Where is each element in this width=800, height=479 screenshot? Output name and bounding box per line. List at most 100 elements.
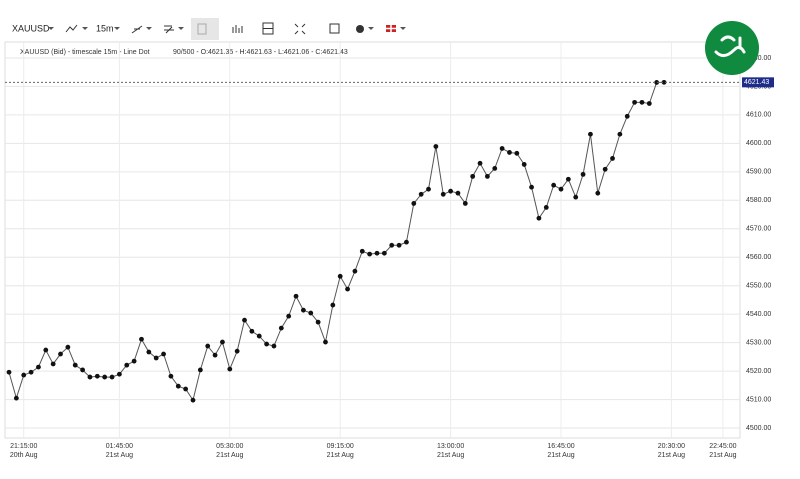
price-dot — [381, 250, 387, 256]
tools-icon[interactable] — [164, 25, 174, 34]
price-dot — [286, 313, 292, 319]
active-tool-bg[interactable] — [191, 18, 219, 40]
price-dot — [175, 383, 181, 389]
fullscreen-icon[interactable] — [294, 23, 306, 35]
y-tick-label: 4630.00 — [746, 55, 771, 62]
price-dot — [131, 358, 137, 364]
price-dot — [536, 215, 542, 221]
price-dot — [13, 395, 19, 401]
price-dot — [521, 162, 527, 167]
price-dot — [72, 362, 78, 368]
logo-mark — [714, 35, 746, 57]
price-dot — [426, 186, 431, 192]
price-dot — [242, 317, 247, 323]
price-dot — [205, 343, 211, 349]
x-tick-date: 21st Aug — [547, 452, 574, 459]
price-dot — [330, 302, 336, 308]
y-tick-label: 4520.00 — [746, 368, 771, 375]
dropdown-arrow[interactable] — [114, 27, 120, 30]
price-dot — [543, 205, 549, 210]
chart-info: XAUUSD (Bid) - timescale 15m - Line Dot — [20, 49, 150, 56]
price-dot — [264, 341, 269, 347]
price-dot — [396, 242, 402, 248]
price-dot — [168, 373, 174, 379]
plot: 4500.00 4510.00 4520.00 4530.00 4540.00 4550.… — [5, 42, 774, 459]
price-dot — [418, 191, 424, 197]
price-dot — [624, 113, 630, 119]
dropdown-arrow[interactable] — [82, 27, 88, 30]
price-dot — [212, 352, 218, 358]
price-dot — [507, 150, 512, 155]
logo-badge — [705, 21, 759, 75]
price-dot — [124, 362, 130, 368]
y-tick-label: 4580.00 — [746, 197, 771, 204]
price-dot — [646, 101, 652, 106]
y-tick-label: 4570.00 — [746, 226, 771, 233]
price-dot — [529, 184, 534, 190]
dropdown-arrow[interactable] — [178, 27, 184, 30]
price-dot — [558, 186, 564, 192]
x-tick-time: 13:00:00 — [437, 443, 464, 450]
y-tick-label: 4500.00 — [746, 425, 771, 432]
price-dot — [87, 374, 93, 380]
last-price-label: 4621.43 — [744, 79, 769, 86]
y-tick-label: 4610.00 — [746, 112, 771, 119]
price-dot — [485, 173, 490, 179]
price-dot — [249, 328, 255, 334]
plot-border — [4, 41, 741, 439]
price-dot — [389, 242, 395, 248]
erase-icon[interactable] — [197, 23, 207, 35]
price-dot — [352, 268, 358, 274]
settings-icon[interactable] — [356, 25, 364, 33]
price-dot — [190, 397, 196, 403]
x-tick-time: 05:30:00 — [216, 443, 243, 450]
y-tick-label: 4550.00 — [746, 283, 771, 290]
price-dot — [448, 188, 453, 194]
y-tick-label: 4540.00 — [746, 311, 771, 318]
indicators-icon[interactable] — [232, 25, 243, 33]
price-dot — [183, 386, 189, 392]
price-dot — [80, 367, 85, 373]
price-dot — [573, 194, 579, 200]
symbol-selector[interactable]: XAUUSD — [12, 23, 50, 33]
price-dot — [293, 293, 299, 299]
price-dot — [197, 367, 203, 373]
price-dot — [499, 146, 505, 151]
fit-icon[interactable] — [329, 23, 340, 34]
x-tick-time: 09:15:00 — [327, 443, 354, 450]
x-tick-time: 21:15:00 — [10, 443, 37, 450]
x-tick-date: 21st Aug — [709, 452, 736, 459]
draw-tool-icon[interactable] — [131, 25, 143, 34]
price-dot — [58, 351, 63, 357]
price-dot — [28, 369, 34, 375]
x-tick-time: 22:45:00 — [709, 443, 736, 450]
price-dot — [301, 307, 306, 313]
price-dot — [271, 343, 277, 349]
toolbar-bg — [0, 0, 800, 40]
chart-type-icon[interactable] — [65, 24, 78, 33]
price-dot — [153, 355, 159, 361]
price-dot — [617, 131, 623, 137]
price-dot — [65, 344, 71, 350]
last-price-tag — [742, 77, 774, 88]
price-dot — [462, 201, 468, 206]
price-dot — [50, 361, 56, 367]
dropdown-arrow[interactable] — [48, 27, 54, 30]
price-dot — [492, 166, 498, 171]
dropdown-arrow[interactable] — [400, 27, 406, 30]
price-dot — [109, 374, 115, 380]
price-dot — [278, 325, 284, 331]
price-dot — [470, 173, 476, 179]
price-dot — [602, 166, 608, 172]
x-tick-date: 20th Aug — [10, 452, 38, 459]
price-dot — [6, 369, 12, 375]
dropdown-arrow[interactable] — [146, 27, 152, 30]
timeframe-selector[interactable]: 15m — [96, 23, 114, 33]
dropdown-arrow[interactable] — [368, 27, 374, 30]
language-flag-cross — [386, 25, 396, 32]
price-dot — [367, 251, 373, 257]
price-dot — [139, 336, 144, 342]
x-tick-time: 16:45:00 — [547, 443, 574, 450]
price-dot — [433, 144, 439, 149]
